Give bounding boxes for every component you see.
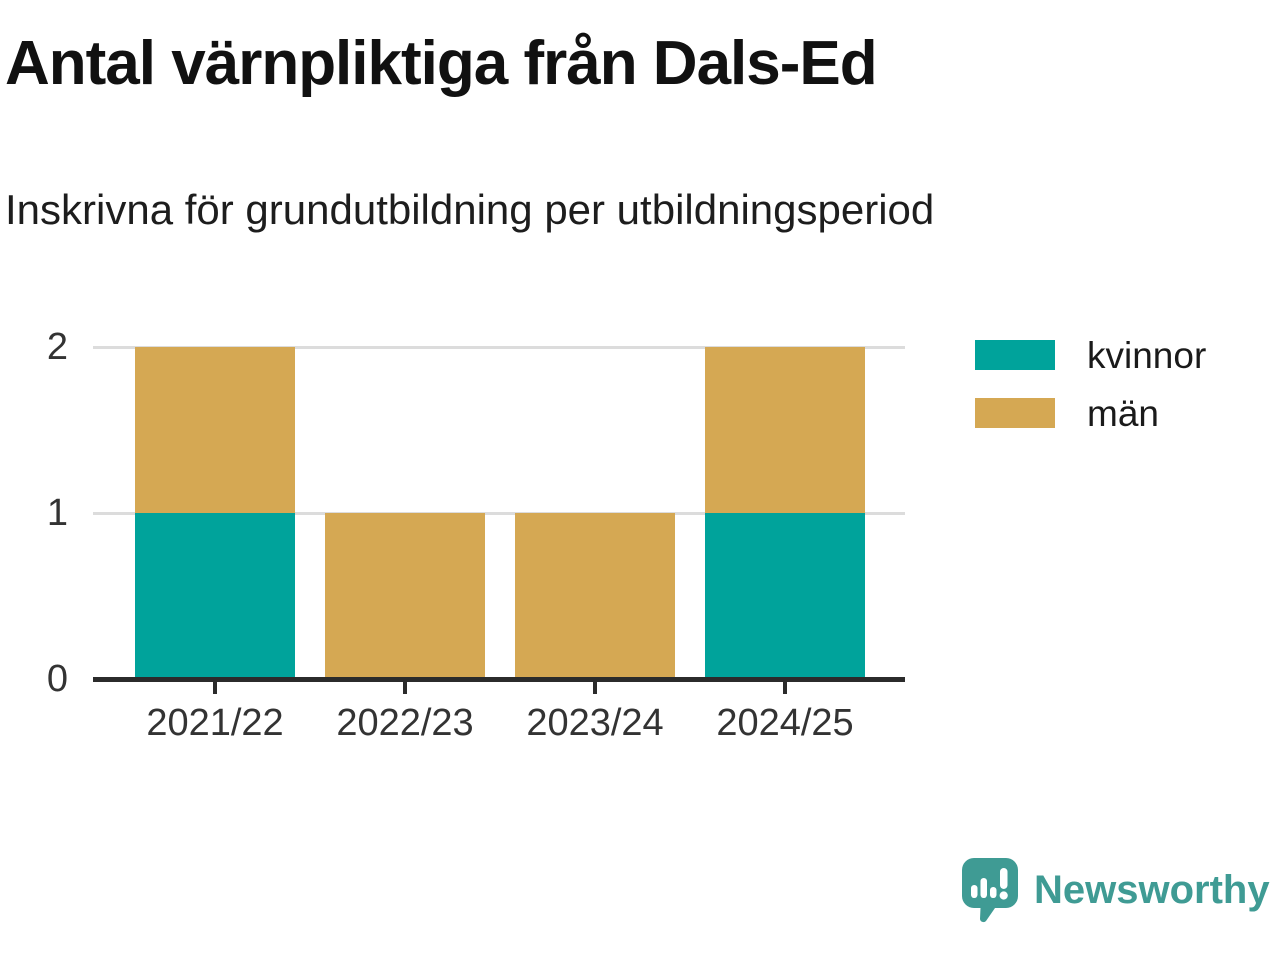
- x-axis-tick: [593, 681, 597, 694]
- x-axis-tick-label: 2023/24: [526, 702, 664, 744]
- legend-swatch-män: [975, 398, 1055, 428]
- x-axis-tick: [403, 681, 407, 694]
- chart-subtitle: Inskrivna för grundutbildning per utbild…: [5, 186, 935, 233]
- bar-2021-22-kvinnor: [135, 513, 295, 679]
- bar-2021-22-män: [135, 347, 295, 513]
- bar-2024-25-kvinnor: [705, 513, 865, 679]
- legend-swatch-kvinnor: [975, 340, 1055, 370]
- x-axis-tick-label: 2021/22: [146, 702, 284, 744]
- y-axis-tick-label: 1: [46, 492, 68, 534]
- legend-label-män: män: [1087, 392, 1159, 434]
- gridline-y2: [93, 345, 905, 349]
- bar-2024-25-män: [705, 347, 865, 513]
- gridline-y1: [93, 511, 905, 515]
- y-axis-tick-label: 0: [46, 658, 68, 700]
- bar-2023-24-män: [515, 513, 675, 679]
- legend-label-kvinnor: kvinnor: [1087, 334, 1207, 376]
- y-axis-tick-label: 2: [46, 326, 68, 368]
- branding: Newsworthy: [962, 858, 1270, 924]
- x-axis-tick: [783, 681, 787, 694]
- chart-title: Antal värnpliktiga från Dals-Ed: [5, 29, 878, 98]
- bar-2022-23-män: [325, 513, 485, 679]
- legend-entry-män: män: [975, 392, 1206, 434]
- x-axis-line: [93, 677, 905, 682]
- newsworthy-logo-icon: [962, 858, 1018, 923]
- x-axis-tick-label: 2022/23: [336, 702, 474, 744]
- x-axis-tick: [213, 681, 217, 694]
- newsworthy-logo-text: Newsworthy: [1034, 868, 1270, 912]
- legend-entry-kvinnor: kvinnor: [975, 334, 1207, 376]
- x-axis-tick-label: 2024/25: [716, 702, 854, 744]
- legend: kvinnor män: [975, 334, 1207, 434]
